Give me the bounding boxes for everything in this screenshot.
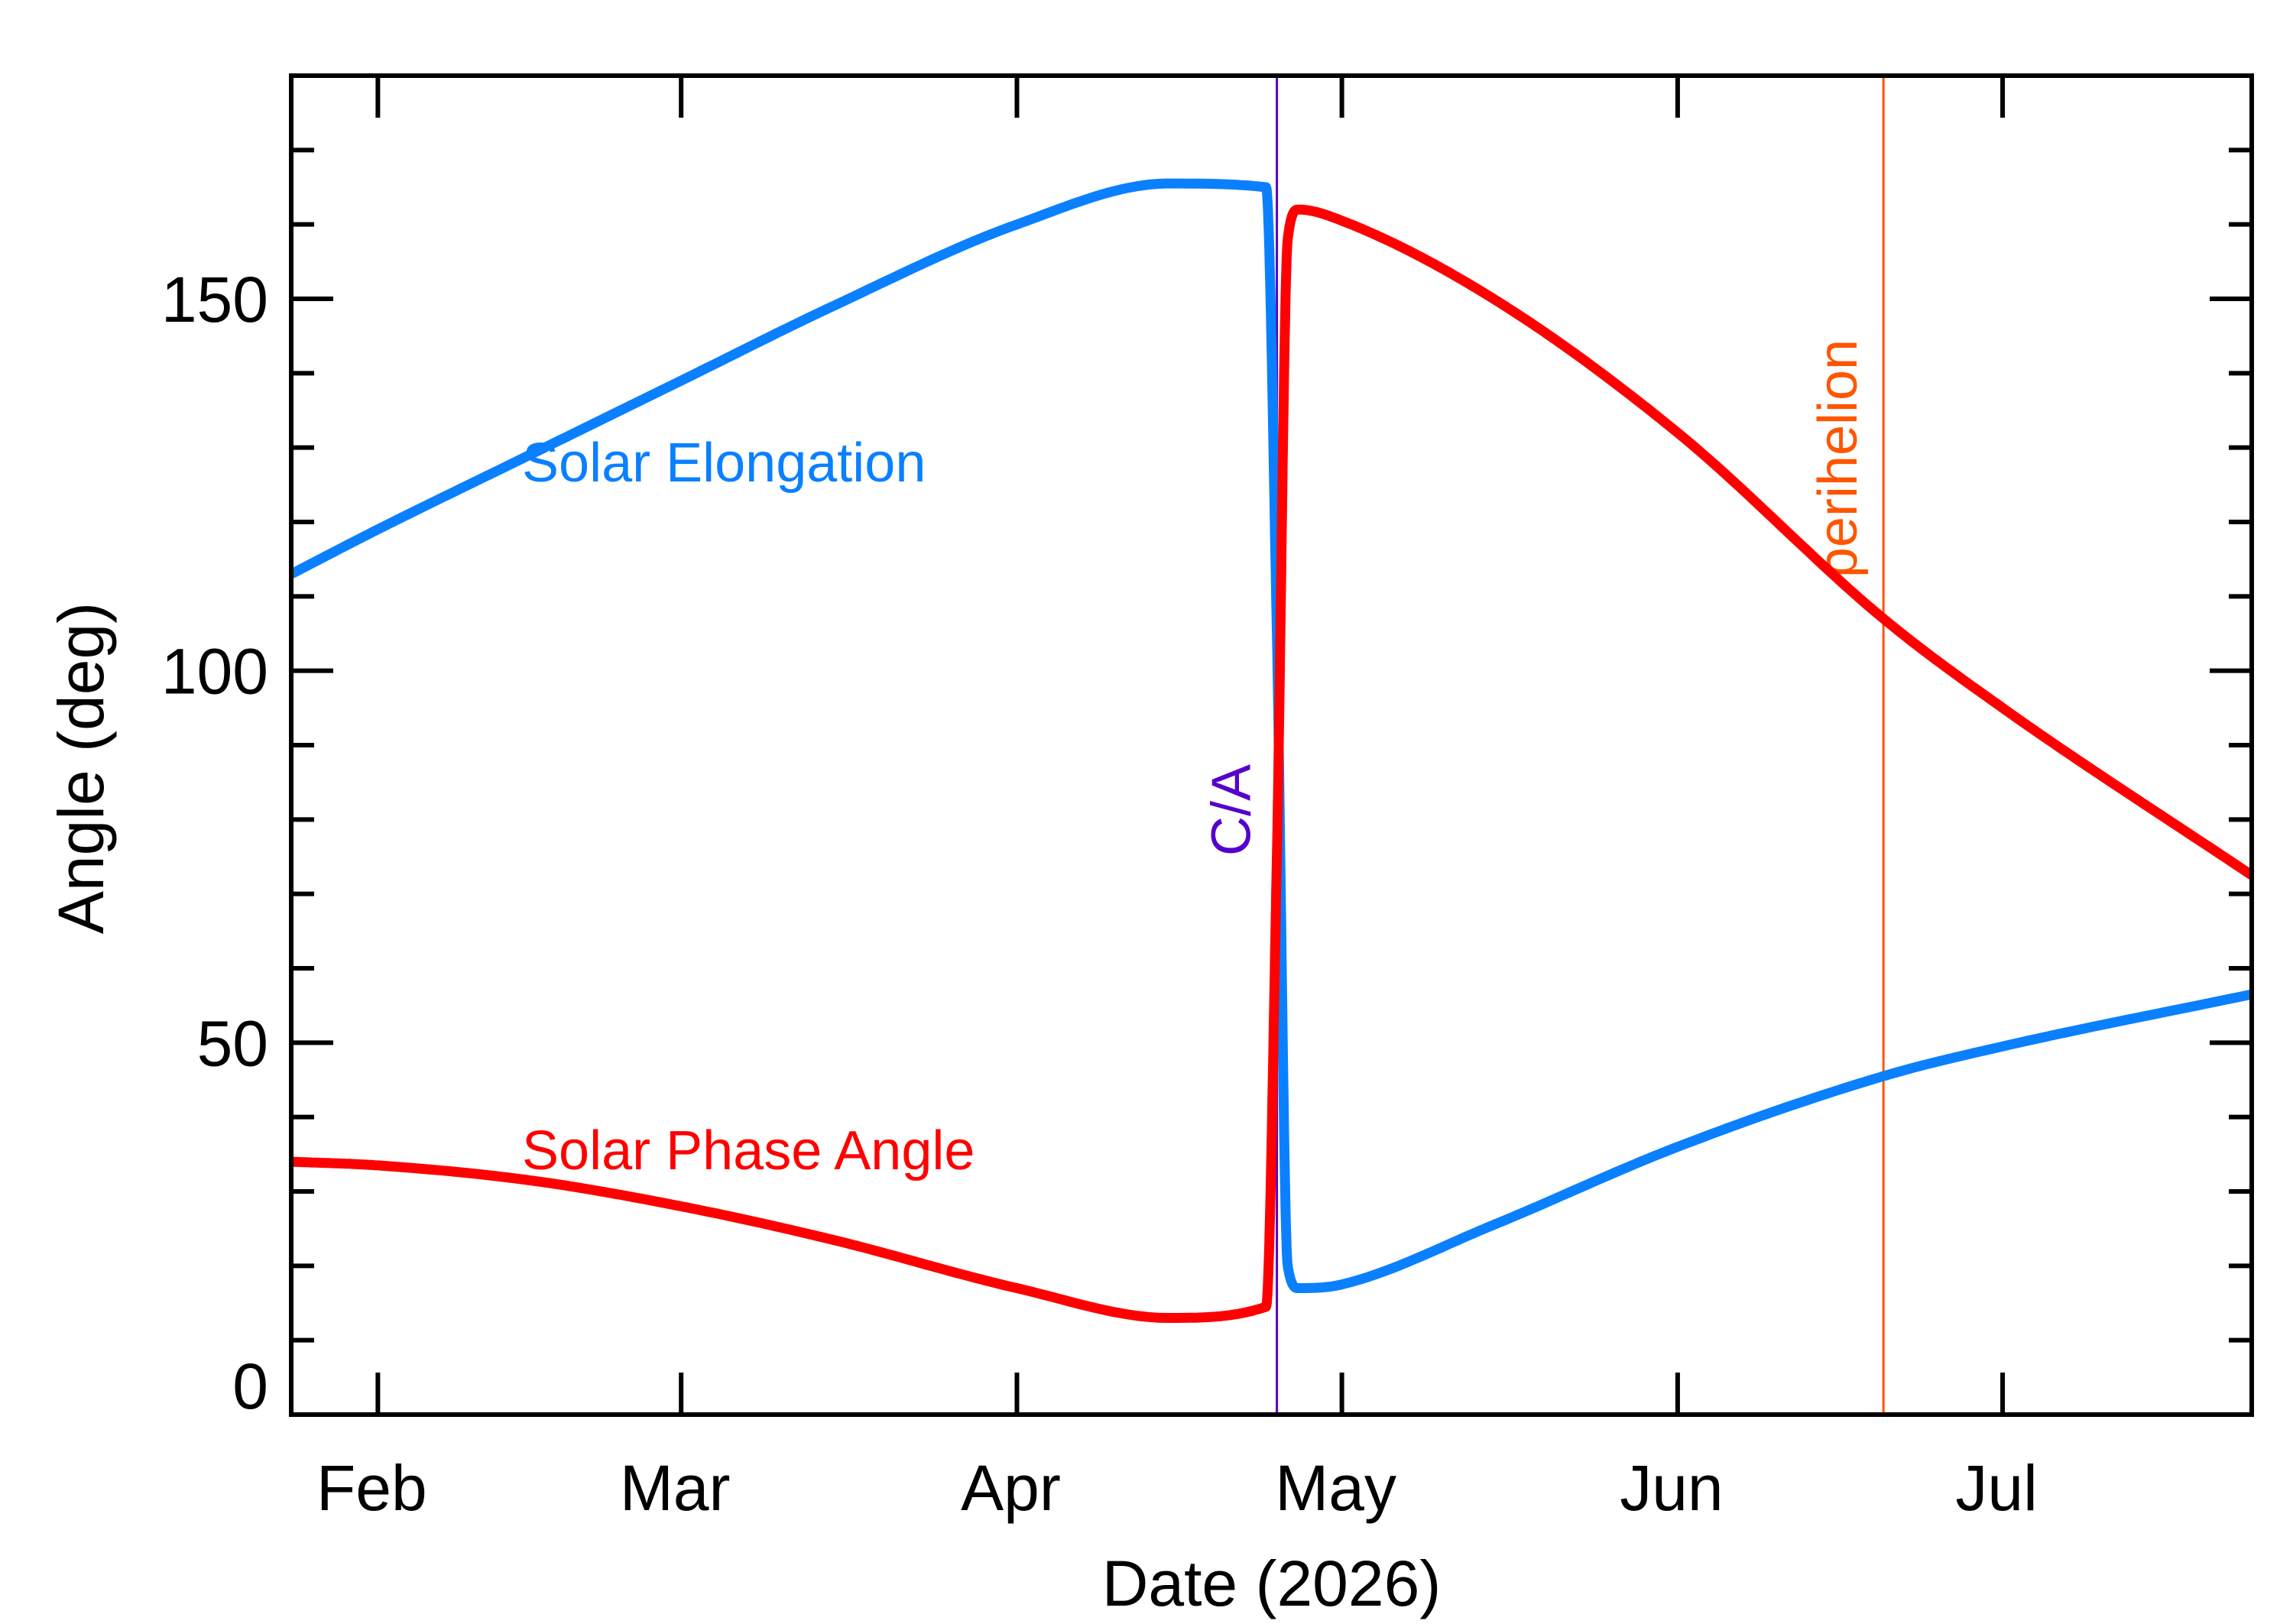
vertical-markers: C/A perihelion bbox=[1202, 76, 1885, 1415]
marker-label: perihelion bbox=[1808, 339, 1869, 578]
plot-frame bbox=[289, 73, 2254, 1417]
series-label: Solar Elongation bbox=[522, 433, 926, 494]
y-tick-label: 50 bbox=[197, 1007, 268, 1079]
series-line bbox=[289, 204, 2255, 1323]
x-tick-label: May bbox=[1275, 1452, 1396, 1524]
y-tick-label: 150 bbox=[161, 264, 268, 335]
x-tick-label: Jul bbox=[1955, 1452, 2037, 1524]
x-tick-label: Feb bbox=[316, 1452, 427, 1524]
series-label: Solar Phase Angle bbox=[522, 1120, 975, 1182]
x-tick-label: Apr bbox=[961, 1452, 1061, 1524]
series-labels: Solar Elongation Solar Phase Angle bbox=[522, 433, 975, 1182]
y-axis-title: Angle (deg) bbox=[45, 602, 117, 934]
series-lines bbox=[289, 178, 2255, 1323]
x-tick-labels: Feb Mar Apr May Jun Jul bbox=[316, 1452, 2038, 1524]
marker-label: C/A bbox=[1202, 764, 1263, 856]
y-tick-label: 0 bbox=[232, 1350, 268, 1422]
x-tick-label: Mar bbox=[620, 1452, 731, 1524]
y-tick-label: 100 bbox=[161, 636, 268, 708]
x-axis-title: Date (2026) bbox=[1102, 1548, 1442, 1619]
x-tick-label: Jun bbox=[1620, 1452, 1723, 1524]
y-tick-labels: 0 50 100 150 bbox=[161, 264, 268, 1422]
